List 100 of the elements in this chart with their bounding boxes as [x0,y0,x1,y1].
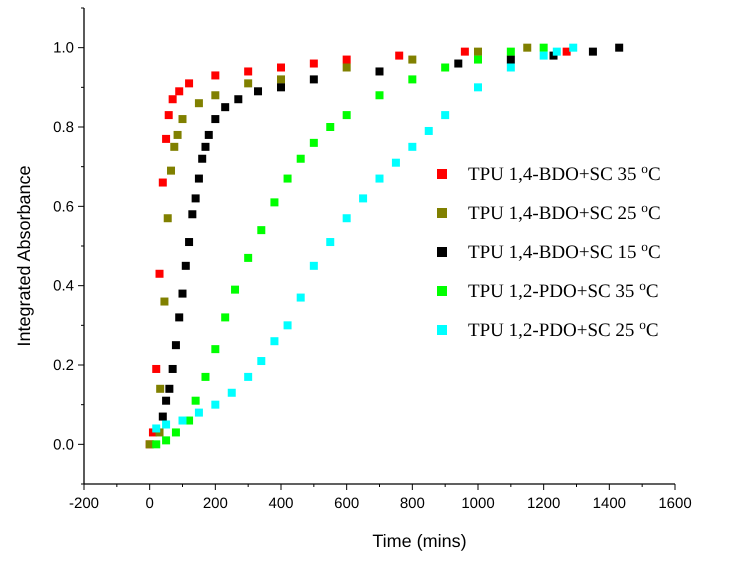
legend-label: TPU 1,4-BDO+SC 35 $^{o}$C [468,160,661,185]
point [257,226,266,234]
x-tick-label: 1600 [658,495,692,512]
y-tick-label: 0.4 [53,278,74,295]
point [172,428,180,436]
legend-label: TPU 1,2-PDO+SC 35 $^{o}$C [468,278,659,302]
point [160,298,168,306]
point [162,396,170,405]
point [221,103,230,112]
point [204,130,213,139]
y-tick-label: 0.2 [53,357,74,374]
point [244,372,252,381]
point [284,174,292,183]
point [152,440,160,448]
point [192,396,200,405]
point [178,115,186,124]
point [254,87,262,96]
x-tick-label: 400 [268,495,294,512]
point [408,56,416,64]
x-tick-label: -200 [68,495,100,512]
x-axis-title: Time (mins) [372,531,467,551]
point [178,290,186,298]
point [234,95,242,104]
point [244,67,252,76]
point [310,138,318,147]
point [211,91,220,100]
point [506,56,515,64]
point [185,238,194,246]
point [376,67,384,76]
point [326,123,334,131]
point [228,388,236,397]
point [164,214,172,222]
x-tick-label: 800 [400,495,425,512]
legend-label: TPU 1,4-BDO+SC 25 $^{o}$C [468,200,661,224]
point [523,44,532,52]
point [156,384,164,393]
point [156,270,164,278]
y-tick-label: 1.0 [53,40,74,57]
point [408,75,416,84]
point [408,142,416,151]
point [454,60,462,68]
x-tick-label: 200 [202,495,228,512]
point [175,313,184,322]
point [198,154,206,163]
point [376,91,384,100]
point [310,262,318,270]
point [182,262,190,270]
point [172,341,180,350]
point [244,254,252,262]
point [474,83,482,92]
point [342,64,351,72]
point [296,154,305,163]
point [296,294,305,302]
point [474,56,482,64]
point [277,64,285,72]
y-tick-label: 0.8 [53,119,74,136]
point [424,126,433,135]
point [201,372,210,381]
point [569,44,578,52]
point [152,364,160,373]
x-tick-label: 1400 [592,495,626,512]
point [441,64,450,72]
point [162,134,170,143]
point [192,194,200,202]
point [152,424,160,432]
point [231,286,240,294]
point [221,313,230,322]
point [185,79,194,88]
point [178,416,186,425]
point [168,364,177,373]
point [162,436,170,444]
point [158,178,167,187]
x-tick-label: 600 [334,495,360,512]
point [277,75,285,84]
y-axis-title: Integrated Absorbance [14,165,34,347]
point [615,44,624,52]
point [211,400,220,409]
point [342,56,351,64]
point [162,420,170,428]
point [540,52,548,60]
point [460,48,469,56]
point [175,87,184,96]
point [376,174,384,183]
point [540,44,548,52]
point [277,83,285,92]
point [188,210,196,218]
point [194,408,203,417]
point [342,214,351,222]
x-tick-label: 0 [145,495,154,512]
point [395,52,404,60]
legend-label: TPU 1,4-BDO+SC 15 $^{o}$C [468,238,661,263]
legend-label: TPU 1,2-PDO+SC 25 $^{o}$C [468,316,659,341]
point [201,142,210,151]
point [158,412,167,421]
point [506,64,515,72]
point [441,111,450,120]
point [474,48,482,56]
point [310,60,318,68]
point [257,357,266,366]
point [244,79,252,88]
